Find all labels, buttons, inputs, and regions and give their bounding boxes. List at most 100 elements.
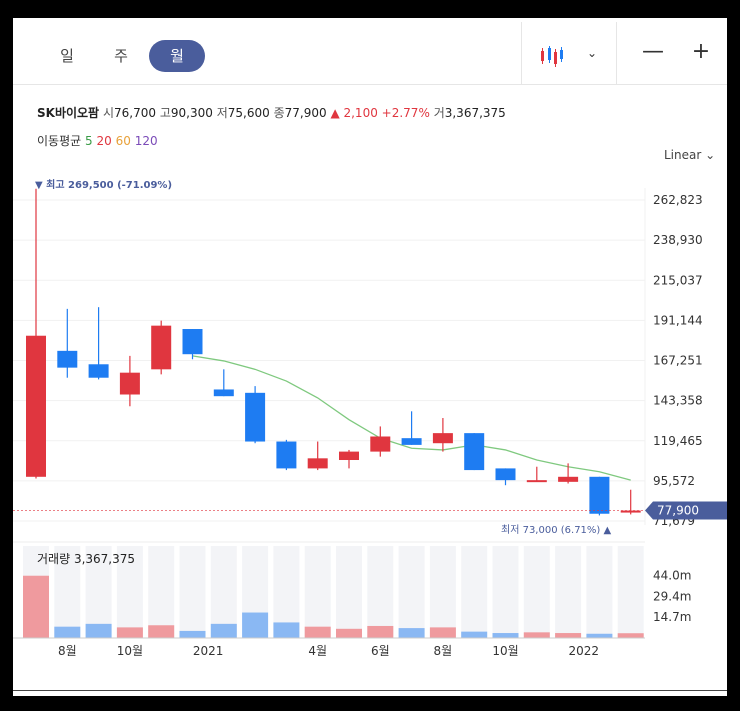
min-price-label: 최저 73,000 (6.71%) ▲ bbox=[501, 525, 612, 536]
volume-bar-bg bbox=[398, 546, 425, 638]
ma-label: 이동평균 bbox=[37, 134, 82, 148]
volume-bar bbox=[85, 623, 112, 638]
current-price-label: 77,900 bbox=[657, 504, 699, 518]
max-price-label: ▼ 최고 269,500 (-71.09%) bbox=[35, 180, 173, 191]
price-tick-label: 95,572 bbox=[653, 474, 695, 488]
volume-bar bbox=[492, 633, 519, 638]
zoom-in-button[interactable]: + bbox=[691, 39, 711, 64]
volume-value: 3,367,375 bbox=[444, 106, 506, 120]
volume-bar-bg bbox=[304, 546, 331, 638]
volume-bar-bg bbox=[429, 546, 456, 638]
tab-day[interactable]: 일 bbox=[60, 47, 74, 65]
volume-bar-bg bbox=[555, 546, 582, 638]
volume-bar bbox=[555, 633, 582, 638]
candle-body bbox=[526, 480, 547, 483]
divider bbox=[616, 22, 617, 84]
volume-title: 거래량 bbox=[37, 552, 71, 566]
volume-bar bbox=[523, 632, 550, 638]
change-value: ▲ 2,100 bbox=[330, 106, 378, 120]
volume-bar bbox=[273, 622, 300, 638]
app-frame: 일 주 월 ⌄ — + SK바이오팜 시76,700 고90,300 저75,6… bbox=[5, 5, 735, 706]
volume-label: 거 bbox=[433, 106, 445, 120]
toolbar: 일 주 월 ⌄ — + bbox=[13, 18, 727, 85]
volume-bar-bg bbox=[586, 546, 613, 638]
high-value: 90,300 bbox=[170, 106, 213, 120]
bottom-divider bbox=[13, 690, 727, 691]
volume-bar bbox=[586, 633, 613, 638]
x-tick-label: 10월 bbox=[492, 644, 518, 658]
volume-bar bbox=[179, 630, 206, 638]
volume-bar bbox=[304, 626, 331, 638]
volume-bar bbox=[210, 623, 237, 638]
candle-body bbox=[151, 325, 172, 370]
candle-body bbox=[339, 451, 359, 461]
volume-bar-bg bbox=[492, 546, 519, 638]
ma-period-5: 5 bbox=[85, 134, 93, 148]
x-tick-label: 2022 bbox=[568, 644, 599, 658]
candle-body bbox=[245, 392, 266, 442]
volume-bar-bg bbox=[54, 546, 81, 638]
x-tick-label: 8월 bbox=[58, 644, 77, 658]
volume-tick-label: 14.7m bbox=[653, 610, 691, 624]
volume-bar-bg bbox=[116, 546, 143, 638]
x-tick-label: 4월 bbox=[308, 644, 327, 658]
candle-body bbox=[432, 433, 453, 444]
chart-panel: 일 주 월 ⌄ — + SK바이오팜 시76,700 고90,300 저75,6… bbox=[13, 18, 727, 696]
close-label: 종 bbox=[273, 106, 285, 120]
scale-mode-dropdown[interactable]: Linear ⌄ bbox=[664, 148, 715, 162]
tab-week[interactable]: 주 bbox=[114, 47, 128, 65]
candle-body bbox=[88, 364, 109, 378]
chevron-down-icon[interactable]: ⌄ bbox=[587, 46, 598, 60]
candle-body bbox=[558, 476, 579, 482]
moving-average-legend[interactable]: 이동평균 5 20 60 120 bbox=[37, 132, 158, 149]
candle-body bbox=[213, 389, 234, 397]
volume-bar-bg bbox=[461, 546, 488, 638]
volume-legend: 거래량 3,367,375 bbox=[37, 550, 135, 567]
price-tick-label: 191,144 bbox=[653, 313, 703, 327]
open-value: 76,700 bbox=[113, 106, 156, 120]
candle-body bbox=[119, 372, 140, 395]
chevron-down-icon: ⌄ bbox=[705, 148, 716, 162]
ma-period-60: 60 bbox=[115, 134, 131, 148]
candle-body bbox=[401, 438, 422, 445]
volume-bar bbox=[461, 631, 488, 638]
volume-bar-bg bbox=[179, 546, 206, 638]
price-chart[interactable]: 262,823 238,930 215,037 191,144 167,251 143,3… bbox=[13, 18, 727, 690]
ma-period-20: 20 bbox=[96, 134, 112, 148]
candle-body bbox=[620, 510, 641, 513]
candle-body bbox=[307, 458, 328, 469]
volume-bar-bg bbox=[210, 546, 237, 638]
candle-body bbox=[370, 436, 391, 452]
volume-bar bbox=[54, 626, 81, 638]
x-tick-label: 8월 bbox=[434, 644, 453, 658]
volume-bar-bg bbox=[85, 546, 112, 638]
candle-body bbox=[495, 468, 516, 481]
scale-mode-label: Linear bbox=[664, 148, 702, 162]
ma-period-120: 120 bbox=[134, 134, 158, 148]
volume-bar bbox=[242, 612, 269, 638]
change-percent: +2.77% bbox=[381, 106, 430, 120]
x-tick-label: 10월 bbox=[117, 644, 143, 658]
quote-summary: SK바이오팜 시76,700 고90,300 저75,600 종77,900 ▲… bbox=[37, 104, 506, 121]
price-tick-label: 119,465 bbox=[653, 434, 703, 448]
close-value: 77,900 bbox=[284, 106, 327, 120]
moving-average-line bbox=[192, 355, 631, 481]
volume-tick-label: 29.4m bbox=[653, 589, 691, 603]
volume-bar-bg bbox=[148, 546, 175, 638]
price-tick-label: 143,358 bbox=[653, 394, 703, 408]
price-tick-label: 262,823 bbox=[653, 193, 703, 207]
price-tick-label: 215,037 bbox=[653, 273, 703, 287]
volume-bar bbox=[617, 633, 644, 638]
volume-bar-bg bbox=[336, 546, 362, 638]
volume-bar bbox=[398, 628, 425, 638]
candle-body bbox=[276, 441, 297, 469]
volume-bar bbox=[367, 625, 394, 638]
tab-month[interactable]: 월 bbox=[149, 40, 205, 72]
zoom-out-button[interactable]: — bbox=[642, 39, 664, 64]
divider bbox=[521, 22, 522, 84]
candlestick-icon[interactable] bbox=[539, 44, 565, 70]
volume-bar-bg bbox=[617, 546, 644, 638]
low-label: 저 bbox=[216, 106, 228, 120]
volume-bar bbox=[23, 575, 49, 638]
volume-tick-label: 44.0m bbox=[653, 569, 691, 583]
